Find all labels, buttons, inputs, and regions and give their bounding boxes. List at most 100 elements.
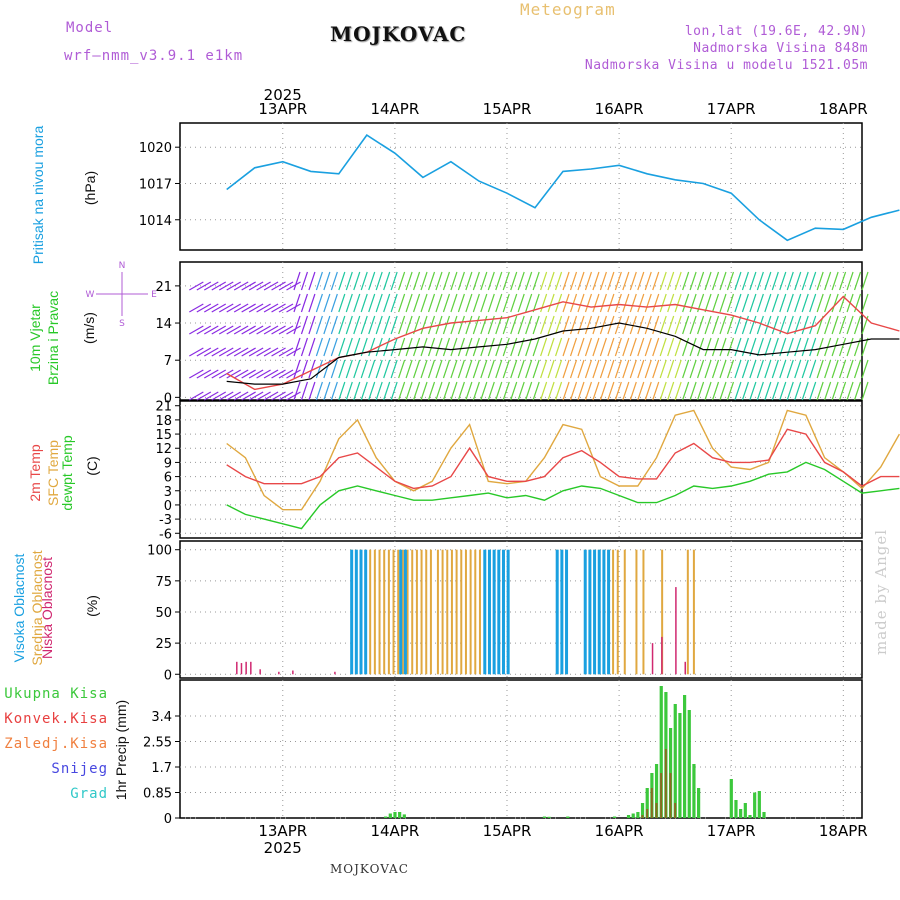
cloud-high-bar	[364, 549, 368, 675]
y-tick-label: 50	[155, 606, 172, 621]
model-elevation-label: Nadmorska Visina u modelu 1521.05m	[584, 58, 868, 73]
wind-barb	[711, 293, 720, 313]
wind-barb	[562, 271, 570, 291]
wind-barb	[517, 271, 525, 291]
cloud-high-bar	[350, 549, 354, 675]
wind-barb	[667, 315, 675, 335]
wind-barb	[450, 359, 458, 379]
wind-barb	[584, 381, 593, 401]
wind-barb	[689, 359, 697, 379]
cloud-mid-bar	[616, 549, 619, 675]
pressure-line	[226, 134, 900, 242]
wind-barb	[801, 337, 809, 357]
wind-barb	[300, 271, 309, 291]
wind-barb	[390, 359, 398, 379]
wind-barb	[614, 359, 622, 379]
wind-barb	[465, 359, 473, 379]
precip-convective-bar	[664, 749, 667, 818]
wind-barb	[540, 381, 548, 401]
wind-barb	[839, 359, 847, 379]
cloud-mid-bar	[436, 549, 439, 675]
wind-barb	[189, 325, 204, 335]
wind-barb	[771, 381, 779, 401]
wind-barb	[599, 315, 607, 335]
precip-total-bar	[757, 791, 761, 818]
precip-total-bar	[566, 816, 570, 818]
bottom-date-label: 18APR	[819, 822, 868, 840]
wind-barb	[824, 381, 832, 401]
wind-barb	[682, 359, 690, 379]
wind-barb	[734, 359, 742, 379]
wind-barb	[360, 381, 368, 401]
cloud-mid-bar	[383, 549, 386, 675]
cloud-mid-bar	[378, 549, 381, 675]
wind-barb	[427, 337, 436, 357]
wind-barb	[398, 337, 406, 357]
wind-barb	[652, 359, 660, 379]
wind-barb	[741, 359, 749, 379]
wind-barb	[345, 271, 353, 291]
wind-barb	[786, 271, 794, 291]
wind-barb	[532, 315, 540, 335]
wind-barb	[726, 381, 735, 401]
y-tick-label: 1.7	[151, 761, 172, 776]
y-tick-label: 1017	[139, 177, 172, 192]
wind-barb	[525, 293, 533, 313]
wind-barb	[831, 271, 839, 291]
wind-barb	[293, 293, 301, 313]
wind-barb	[734, 381, 742, 401]
wind-barb	[764, 293, 772, 313]
wind-barb	[614, 293, 622, 313]
cloud-low-bar	[250, 661, 252, 675]
model-name: wrf—nmm_v3.9.1 e1km	[64, 48, 244, 64]
wind-barb	[368, 381, 376, 401]
panel-frame	[179, 679, 863, 819]
wind-barb	[689, 271, 697, 291]
wind-barb	[622, 271, 630, 291]
wind-barb	[801, 359, 809, 379]
wind-barb	[741, 337, 749, 357]
wind-barb	[308, 271, 316, 291]
wind-barb	[786, 315, 794, 335]
temp-2m-line	[226, 428, 900, 490]
wind-barb	[196, 303, 212, 313]
wind-barb	[517, 293, 525, 313]
wind-barb	[390, 337, 398, 357]
cloud-low-bar	[684, 661, 686, 675]
wind-barb	[756, 315, 764, 335]
wind-barb	[338, 315, 346, 335]
wind-barb	[435, 293, 443, 313]
cloud-mid-bar	[450, 549, 453, 675]
wind-barb	[480, 293, 488, 313]
wind-barb	[554, 271, 563, 291]
wind-barb	[674, 293, 682, 313]
wind-barb	[525, 271, 533, 291]
wind-barb	[390, 381, 398, 401]
wind-barb	[368, 271, 376, 291]
wind-barb	[211, 369, 227, 379]
wind-barb	[263, 303, 279, 313]
wind-barb	[472, 315, 480, 335]
wind-barb	[779, 381, 787, 401]
precip-total-bar	[753, 792, 757, 818]
wind-barb	[300, 337, 309, 357]
wind-barb	[711, 359, 720, 379]
wind-barb	[375, 359, 383, 379]
wind-barb	[861, 271, 869, 291]
wind-barb	[203, 303, 219, 313]
wind-barb	[383, 337, 391, 357]
wind-barb	[592, 337, 600, 357]
cloud-high-bar	[359, 549, 363, 675]
wind-barb	[809, 381, 817, 401]
wind-barb	[472, 271, 480, 291]
wind-barb	[226, 347, 242, 357]
wind-barb	[667, 337, 675, 357]
wind-barb	[218, 325, 234, 335]
wind-barb	[607, 381, 615, 401]
y-tick-label: 21	[155, 400, 172, 415]
wind-barb	[592, 381, 600, 401]
wind-barb	[196, 347, 212, 357]
cloud-high-bar	[497, 549, 501, 675]
wind-barb	[383, 271, 391, 291]
wind-barb	[801, 293, 809, 313]
